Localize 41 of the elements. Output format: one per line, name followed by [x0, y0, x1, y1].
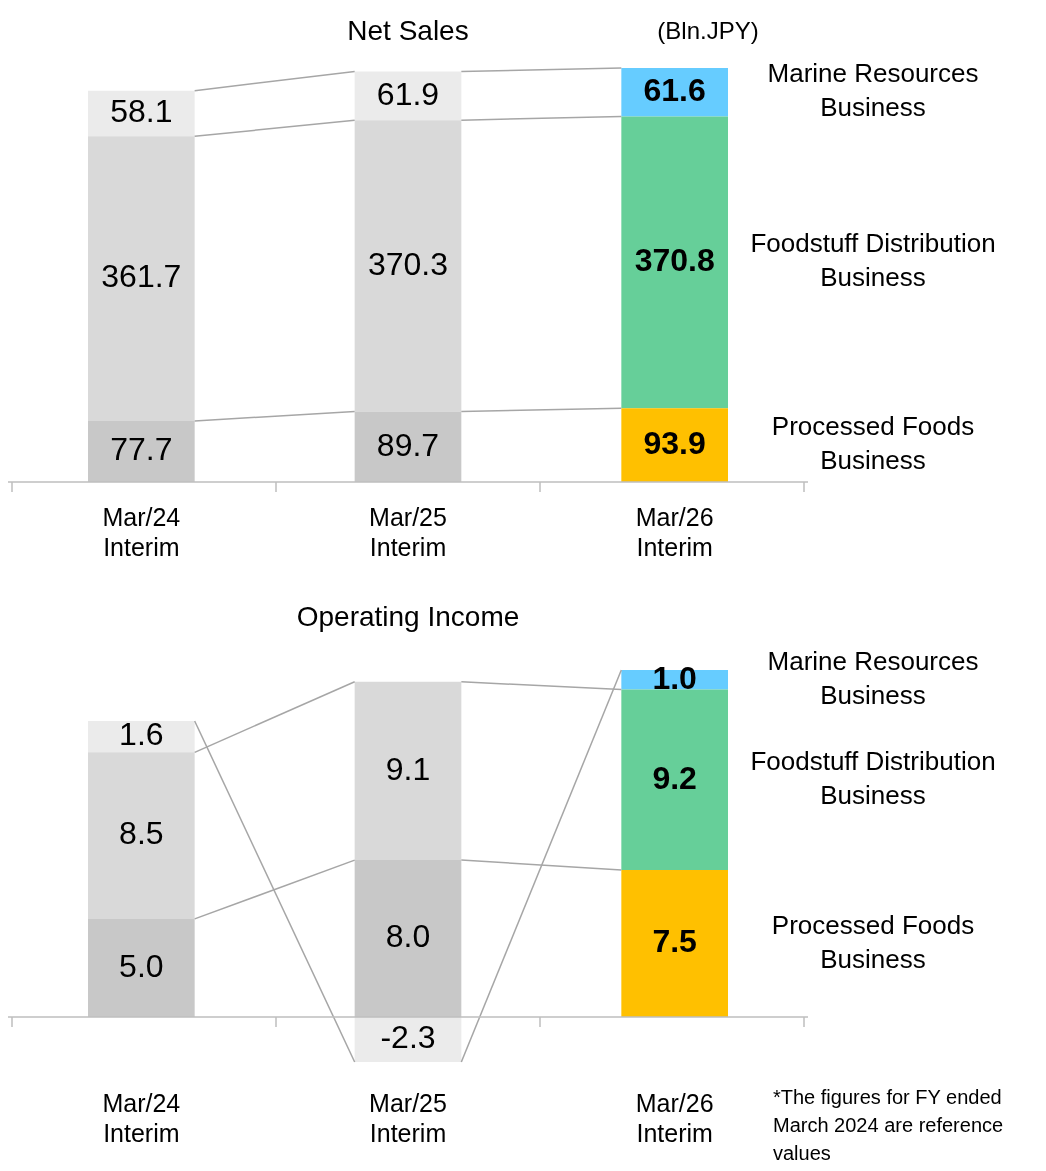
data-label: 361.7 [101, 258, 182, 295]
x-tick-label: Mar/25 Interim [369, 1088, 447, 1147]
data-label: 7.5 [652, 923, 697, 960]
x-tick-label: Mar/24 Interim [102, 1088, 181, 1147]
data-label: 58.1 [110, 93, 173, 130]
text: (Bln.JPY) [657, 16, 759, 44]
series-label: Processed Foods Business [771, 411, 975, 476]
bar [88, 136, 195, 421]
series-label: Foodstuff Distribution Business [750, 745, 996, 810]
x-tick-label: Mar/26 Interim [635, 1088, 714, 1147]
data-label: 77.7 [110, 431, 173, 468]
data-label: 1.6 [119, 716, 164, 753]
text: *The figures for FY ended March 2024 are reference values [773, 1085, 1004, 1164]
data-label: 61.6 [643, 72, 706, 109]
x-tick-label: Mar/26 Interim [635, 502, 714, 561]
x-tick-label: Mar/24 Interim [102, 502, 181, 561]
series-label: Marine Resources Business [767, 645, 979, 710]
bar [621, 869, 728, 1017]
bar [621, 116, 728, 409]
data-label: 8.5 [119, 815, 164, 852]
data-label: 89.7 [376, 426, 440, 463]
series-label: Processed Foods Business [771, 909, 975, 974]
data-label: 9.2 [652, 759, 697, 796]
data-label: 9.1 [385, 750, 431, 787]
bar [88, 752, 195, 919]
bar [354, 120, 462, 412]
chart-title: Net Sales [347, 14, 469, 46]
data-label: 370.3 [367, 245, 449, 282]
data-label: 5.0 [119, 947, 164, 984]
data-label: 370.8 [634, 242, 715, 279]
data-label: 93.9 [643, 424, 706, 461]
data-label: -2.3 [380, 1019, 436, 1056]
series-label: Marine Resources Business [767, 58, 979, 123]
bar [354, 681, 462, 861]
x-tick-label: Mar/25 Interim [369, 502, 447, 561]
bar [621, 689, 728, 870]
series-label: Foodstuff Distribution Business [750, 228, 996, 293]
chart-title: Operating Income [296, 600, 520, 632]
data-label: 1.0 [652, 659, 697, 696]
data-label: 8.0 [385, 918, 431, 955]
data-label: 61.9 [376, 75, 440, 112]
